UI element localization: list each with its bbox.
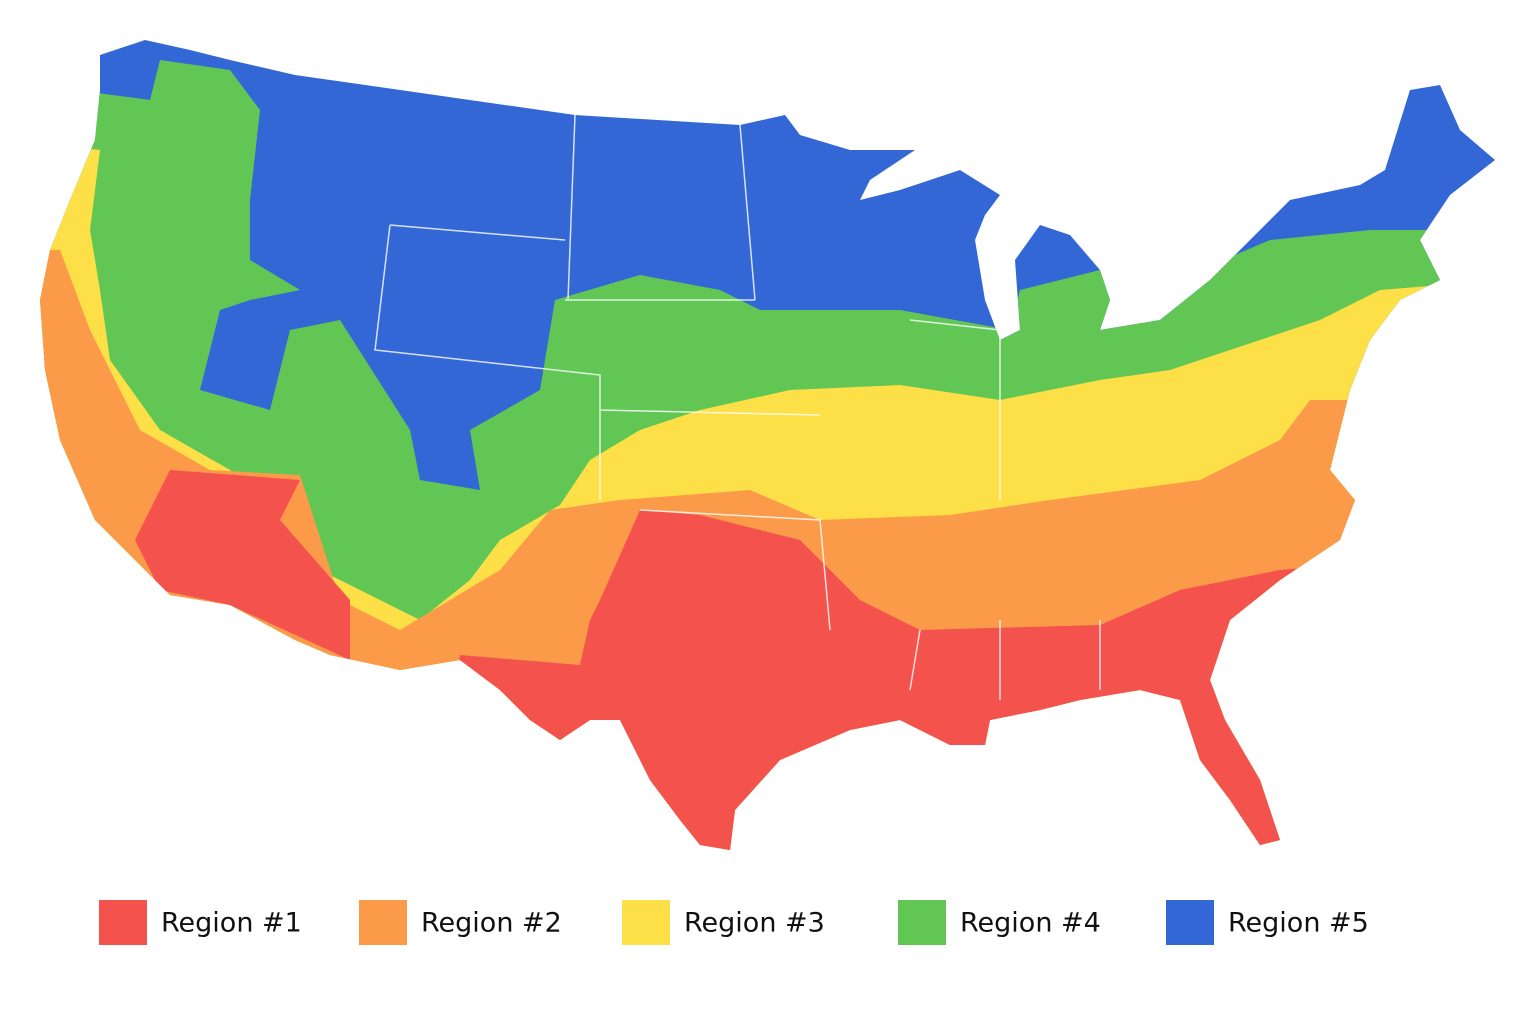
legend-label: Region #4 — [960, 908, 1101, 939]
legend-label: Region #1 — [161, 908, 302, 939]
legend: Region #1 Region #2 Region #3 Region #4 Regi… — [99, 900, 1369, 945]
legend-label: Region #3 — [684, 908, 825, 939]
legend-label: Region #2 — [421, 908, 562, 939]
legend-swatch — [99, 900, 147, 945]
legend-swatch — [359, 900, 407, 945]
legend-swatch — [1166, 900, 1214, 945]
legend-swatch — [898, 900, 946, 945]
region-1-area — [135, 470, 350, 660]
legend-label: Region #5 — [1228, 908, 1369, 939]
state-borders — [374, 114, 1101, 700]
legend-swatch — [622, 900, 670, 945]
